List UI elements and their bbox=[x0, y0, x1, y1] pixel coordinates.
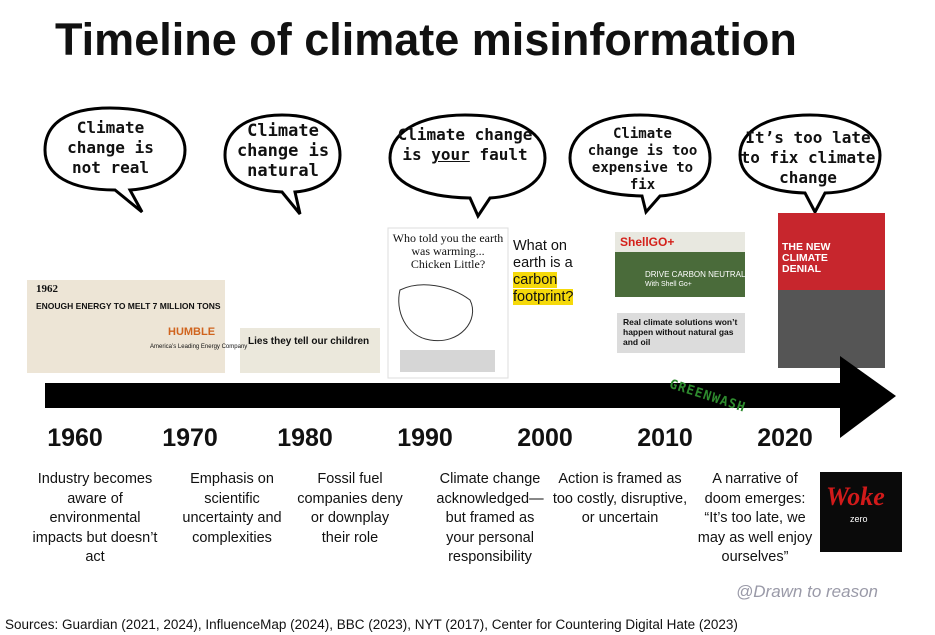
ad-text: America’s Leading Energy Company bbox=[150, 344, 248, 350]
title: Timeline of climate misinformation bbox=[55, 14, 797, 65]
ad-text: Lies they tell our children bbox=[248, 336, 370, 347]
bubble-text: Climate change is your fault bbox=[397, 125, 533, 164]
ad-text: THE NEW CLIMATE DENIAL bbox=[782, 241, 831, 275]
timeline-arrow bbox=[45, 356, 896, 438]
ad-text: ShellGO+ bbox=[620, 235, 675, 249]
credit: @Drawn to reason bbox=[736, 582, 878, 601]
ad-text: zero bbox=[850, 514, 868, 524]
ad-images bbox=[27, 213, 902, 552]
bubble-text: It’s too late to fix climate change bbox=[740, 128, 876, 187]
decade-label: 1990 bbox=[397, 424, 453, 452]
ad-text: DRIVE CARBON NEUTRAL bbox=[645, 270, 746, 279]
ad-text: Woke bbox=[826, 482, 885, 511]
decade-description: Climate change acknowledged—but framed a… bbox=[436, 471, 544, 565]
ad-text: Real climate solutions won’t happen with… bbox=[623, 317, 738, 347]
decade-label: 2020 bbox=[757, 424, 813, 452]
ad-text: HUMBLE bbox=[168, 326, 216, 338]
ad-text: 1962 bbox=[36, 283, 58, 295]
decade-description: Fossil fuel companies deny or downplay t… bbox=[297, 471, 403, 546]
decade-label: 1980 bbox=[277, 424, 333, 452]
ad-text: Who told you the earth was warming... Ch… bbox=[392, 231, 504, 271]
sources: Sources: Guardian (2021, 2024), Influenc… bbox=[5, 617, 738, 632]
decade-label: 2000 bbox=[517, 424, 573, 452]
bubble-text: Climate change is not real bbox=[67, 118, 154, 177]
decade-description: Industry becomes aware of environmental … bbox=[32, 471, 158, 565]
bubble-text: Climate change is natural bbox=[236, 121, 330, 181]
ad-text: With Shell Go+ bbox=[645, 281, 692, 288]
bubble-text: Climate change is too expensive to fix bbox=[587, 126, 698, 193]
decade-description: Action is framed as too costly, disrupti… bbox=[552, 471, 688, 526]
ad-text: What on earth is a carbon footprint? bbox=[513, 238, 574, 305]
decade-label: 1970 bbox=[162, 424, 218, 452]
decade-label: 1960 bbox=[47, 424, 103, 452]
decade-description: A narrative of doom emerges: “It’s too l… bbox=[697, 471, 813, 565]
decade-label: 2010 bbox=[637, 424, 693, 452]
decade-description: Emphasis on scientific uncertainty and c… bbox=[182, 471, 282, 546]
ad-text: ENOUGH ENERGY TO MELT 7 MILLION TONS bbox=[36, 301, 221, 311]
speech-bubbles bbox=[43, 106, 882, 220]
